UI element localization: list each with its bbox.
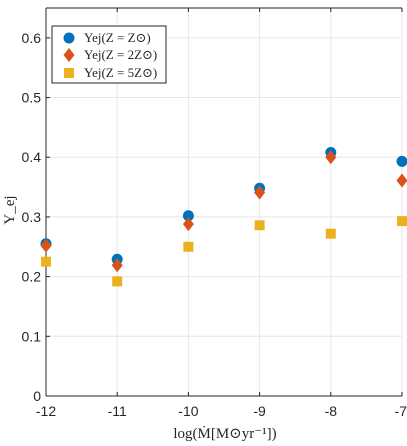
point-series-3 — [325, 228, 336, 239]
point-series-2 — [254, 185, 266, 200]
legend-marker-square — [64, 68, 74, 78]
x-axis-label: log(Ṁ[M⊙yr⁻¹]) — [173, 426, 276, 442]
y-tick-label: 0.6 — [22, 30, 42, 46]
point-series-3 — [254, 220, 265, 231]
y-tick-label: 0.1 — [22, 328, 42, 344]
x-tick-label: -7 — [395, 403, 407, 419]
point-series-2 — [111, 258, 123, 273]
data-marks — [40, 146, 407, 287]
point-series-2 — [40, 238, 52, 253]
axes — [45, 7, 402, 397]
legend-entry-1: Yej(Z = Z⊙) — [84, 30, 151, 45]
point-series-2 — [182, 217, 194, 232]
grid — [45, 8, 403, 397]
legend-entry-2: Yej(Z = 2Z⊙) — [84, 47, 157, 62]
point-series-3 — [183, 241, 194, 252]
x-tick-label: -11 — [108, 403, 127, 419]
point-series-3 — [41, 256, 51, 267]
y-tick-label: 0.4 — [22, 149, 42, 165]
x-tick-label: -12 — [36, 403, 56, 419]
y-tick-label: 0 — [33, 388, 41, 404]
ticks: -12 -11 -10 -9 -8 -7 0 0.1 0.2 0.3 0.4 0.5 0.6 — [22, 8, 407, 419]
y-tick-label: 0.3 — [22, 209, 42, 225]
point-series-3 — [397, 216, 407, 227]
point-series-1 — [396, 155, 407, 167]
point-series-2 — [396, 173, 407, 188]
legend-marker-diamond — [63, 48, 75, 62]
y-tick-label: 0.2 — [22, 269, 42, 285]
legend-marker-circle — [63, 32, 75, 44]
point-series-2 — [325, 150, 337, 165]
y-axis-label: Y_ej — [2, 195, 18, 224]
x-tick-label: -10 — [178, 403, 198, 419]
point-series-3 — [112, 276, 123, 287]
x-tick-label: -8 — [325, 403, 338, 419]
y-tick-label: 0.5 — [22, 90, 42, 106]
legend-entry-3: Yej(Z = 5Z⊙) — [84, 65, 157, 80]
x-tick-label: -9 — [253, 403, 266, 419]
legend: Yej(Z = Z⊙) Yej(Z = 2Z⊙) Yej(Z = 5Z⊙) — [51, 25, 167, 84]
point-series-1 — [182, 210, 194, 222]
